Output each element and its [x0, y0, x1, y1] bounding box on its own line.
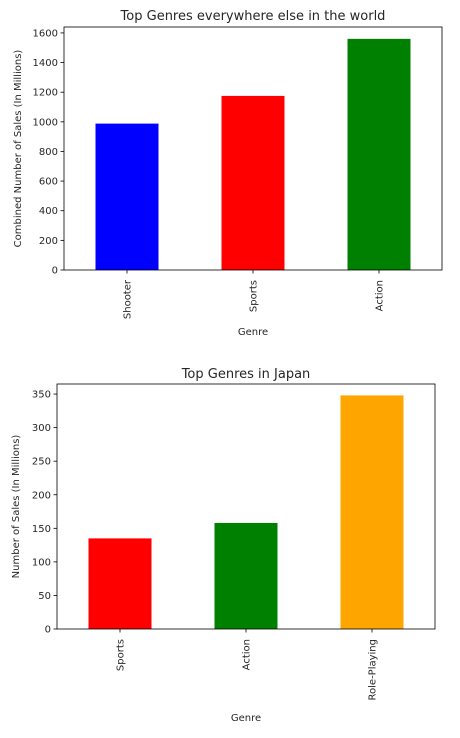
chart-title: Top Genres in Japan [181, 367, 311, 382]
y-tick-label: 1600 [33, 28, 58, 39]
x-tick-label: Action [242, 639, 253, 670]
y-tick-label: 200 [39, 236, 58, 247]
x-tick-label: Sports [249, 280, 260, 312]
chart-title: Top Genres everywhere else in the world [120, 9, 386, 24]
y-tick-label: 250 [32, 457, 51, 468]
y-tick-label: 0 [45, 625, 51, 636]
y-tick-label: 800 [39, 147, 58, 158]
y-tick-label: 100 [32, 557, 51, 568]
bar-sports [88, 538, 152, 629]
y-tick-label: 1400 [33, 58, 58, 69]
y-tick-label: 1200 [33, 88, 58, 99]
x-tick-label: Shooter [123, 279, 134, 319]
bar-role-playing [340, 395, 404, 629]
y-tick-label: 400 [39, 206, 58, 217]
y-tick-label: 1000 [33, 117, 58, 128]
y-tick-label: 150 [32, 524, 51, 535]
y-tick-label: 50 [38, 591, 51, 602]
genre-chart-japan: Top Genres in Japan 0 50 100 150 200 250 300 350… [11, 367, 436, 724]
y-tick-label: 350 [32, 390, 51, 401]
x-axis-label: Genre [231, 713, 261, 724]
bar-sports [221, 95, 285, 271]
y-tick-label: 300 [32, 423, 51, 434]
x-tick-label: Sports [116, 639, 127, 671]
bar-action [214, 522, 278, 629]
x-axis-label: Genre [238, 327, 268, 338]
y-tick-label: 200 [32, 490, 51, 501]
x-tick-label: Role-Playing [368, 639, 379, 700]
y-axis-label: Number of Sales (In Millions) [11, 435, 22, 579]
y-tick-label: 600 [39, 177, 58, 188]
y-axis-label: Combined Number of Sales (In Millions) [13, 50, 24, 248]
genre-chart-world: Top Genres everywhere else in the world 0… [13, 9, 443, 338]
bar-action [347, 38, 411, 271]
bar-shooter [95, 123, 159, 270]
y-tick-label: 0 [52, 266, 58, 277]
x-tick-label: Action [375, 280, 386, 311]
